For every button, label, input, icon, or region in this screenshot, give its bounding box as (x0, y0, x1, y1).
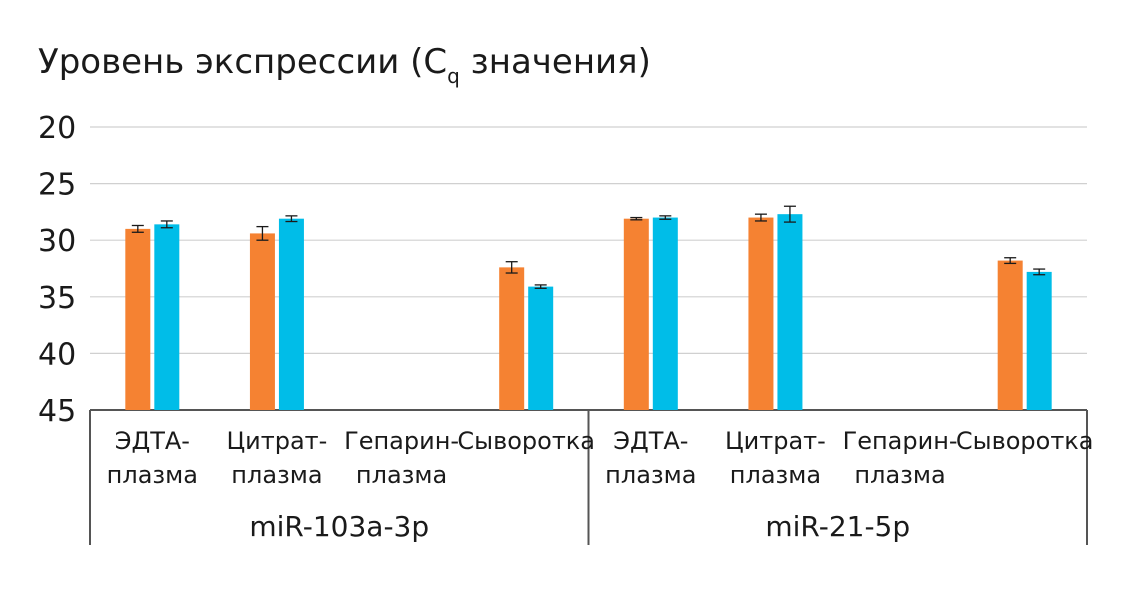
category-label: плазма (730, 461, 821, 489)
bar (997, 260, 1023, 410)
category-label: ЭДТА- (613, 427, 688, 455)
category-label: плазма (605, 461, 696, 489)
bar (777, 214, 803, 410)
bar (249, 233, 275, 410)
group-label: miR-21-5p (765, 510, 910, 543)
category-label: Гепарин- (843, 427, 958, 455)
bar (154, 224, 180, 410)
y-tick-label: 45 (38, 394, 76, 429)
y-tick-label: 40 (38, 337, 76, 372)
category-label: ЭДТА- (115, 427, 190, 455)
category-label: Гепарин- (344, 427, 459, 455)
category-label: плазма (107, 461, 198, 489)
bar (1026, 271, 1052, 410)
chart-title: Уровень экспрессии (Cq значения) (38, 40, 651, 88)
category-label: Цитрат- (725, 427, 826, 455)
category-label: плазма (231, 461, 322, 489)
bar (623, 218, 649, 410)
chart-title-prefix: Уровень экспрессии (C (38, 42, 448, 82)
category-label: плазма (356, 461, 447, 489)
category-label: Цитрат- (227, 427, 328, 455)
category-label: Сыворотка (457, 427, 595, 455)
chart-title-suffix: значения) (459, 42, 651, 82)
bar (125, 228, 151, 410)
bar (278, 218, 304, 410)
bar (652, 217, 678, 410)
group-label: miR-103a-3p (249, 510, 429, 543)
y-tick-label: 25 (38, 168, 76, 203)
y-tick-label: 35 (38, 281, 76, 316)
y-tick-label: 30 (38, 224, 76, 259)
category-label: Сыворотка (956, 427, 1094, 455)
category-label: плазма (854, 461, 945, 489)
y-tick-label: 20 (38, 111, 76, 146)
bar (499, 267, 525, 410)
bar (748, 217, 774, 410)
chart-title-subscript: q (447, 64, 460, 88)
bar (528, 286, 554, 410)
